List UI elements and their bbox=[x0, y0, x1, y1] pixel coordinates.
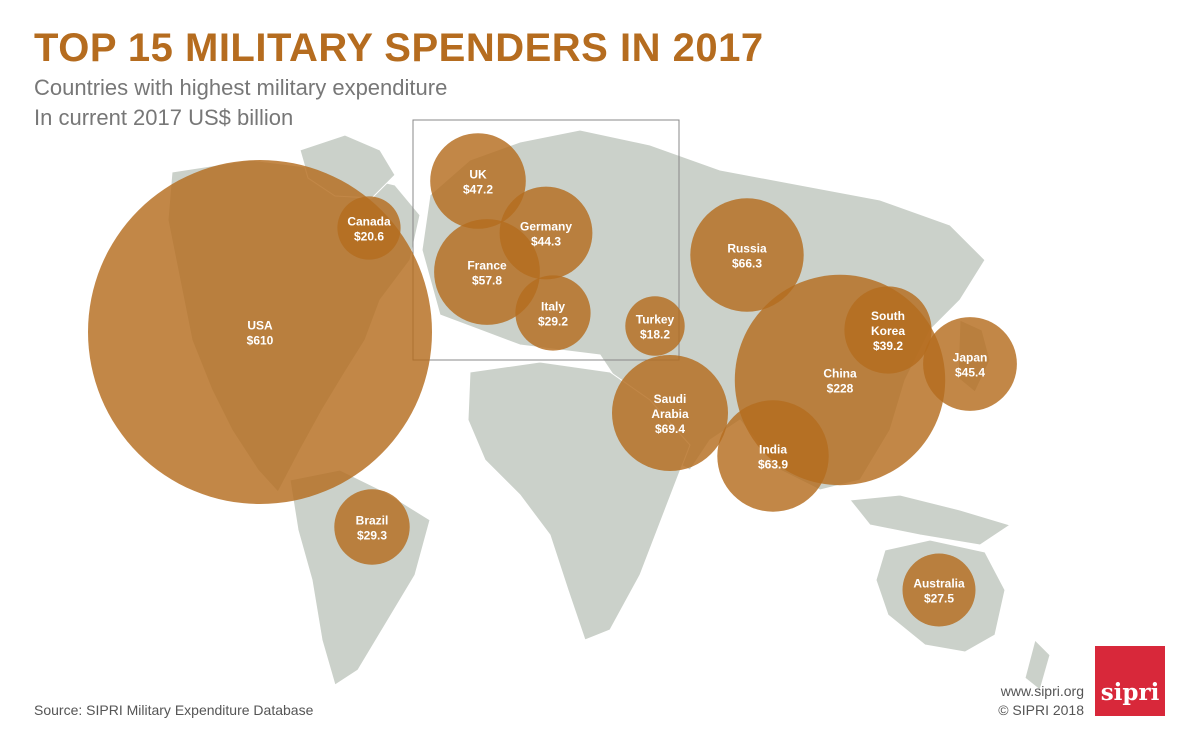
label-japan: Japan $45.4 bbox=[953, 351, 988, 380]
label-france: France $57.8 bbox=[467, 259, 507, 288]
bubble-brazil bbox=[334, 489, 410, 565]
bubble-italy bbox=[515, 275, 591, 351]
label-italy: Italy $29.2 bbox=[538, 300, 568, 329]
subtitle: Countries with highest military expendit… bbox=[34, 75, 448, 100]
label-saudi-arabia: Saudi Arabia $69.4 bbox=[651, 392, 689, 436]
label-germany: Germany $44.3 bbox=[520, 220, 572, 249]
bubble-turkey bbox=[625, 296, 685, 356]
label-china: China $228 bbox=[823, 367, 857, 396]
bubble-germany bbox=[499, 186, 593, 280]
copyright-note: © SIPRI 2018 bbox=[998, 702, 1084, 718]
label-canada: Canada $20.6 bbox=[347, 215, 391, 244]
page-title: TOP 15 MILITARY SPENDERS IN 2017 bbox=[34, 26, 764, 70]
bubble-uk bbox=[430, 133, 526, 229]
label-russia: Russia $66.3 bbox=[727, 242, 767, 271]
website-link[interactable]: www.sipri.org bbox=[1000, 683, 1084, 699]
label-usa: USA $610 bbox=[247, 319, 274, 348]
label-south-korea: South Korea $39.2 bbox=[871, 309, 905, 353]
bubble-south-korea bbox=[844, 286, 932, 374]
logo-text: sipri bbox=[1100, 679, 1160, 706]
bubble-saudi-arabia bbox=[612, 355, 728, 471]
bubble-canada bbox=[337, 196, 401, 260]
spending-bubbles: USA $610 China $228 Saudi Arabia $69.4 Russia $6… bbox=[88, 133, 1017, 627]
label-india: India $63.9 bbox=[758, 443, 788, 472]
label-australia: Australia $27.5 bbox=[913, 577, 965, 606]
subtitle-unit: In current 2017 US$ billion bbox=[34, 105, 294, 130]
sipri-logo: sipri bbox=[1095, 646, 1165, 716]
label-turkey: Turkey $18.2 bbox=[636, 313, 675, 342]
new-zealand-landmass bbox=[1024, 639, 1051, 691]
source-note: Source: SIPRI Military Expenditure Datab… bbox=[34, 702, 314, 718]
label-brazil: Brazil $29.3 bbox=[356, 514, 389, 543]
bubble-russia bbox=[690, 198, 804, 312]
europe-inset-frame bbox=[412, 119, 680, 361]
label-uk: UK $47.2 bbox=[463, 168, 493, 197]
bubble-india bbox=[717, 400, 829, 512]
bubble-australia bbox=[902, 553, 976, 627]
bubble-japan bbox=[923, 317, 1017, 411]
indonesia-landmass bbox=[849, 494, 1012, 546]
